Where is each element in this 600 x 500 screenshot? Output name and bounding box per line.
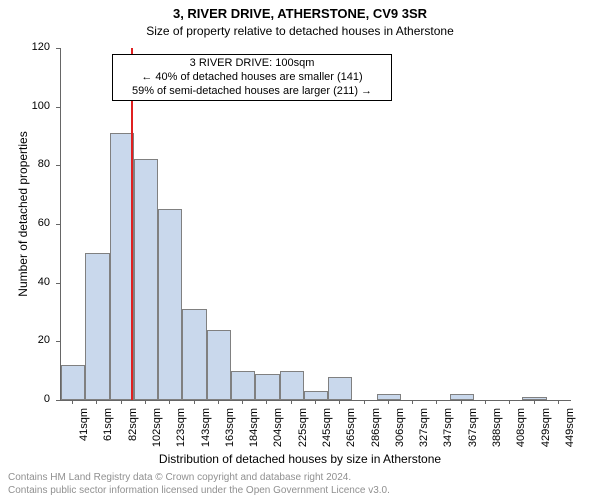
histogram-bar <box>61 365 85 400</box>
chart-title: 3, RIVER DRIVE, ATHERSTONE, CV9 3SR <box>0 6 600 21</box>
y-tick-label: 120 <box>0 41 50 53</box>
x-tick-mark <box>558 400 559 404</box>
y-tick-mark <box>56 341 60 342</box>
x-tick-label: 184sqm <box>248 408 260 458</box>
x-tick-label: 41sqm <box>78 408 90 458</box>
x-tick-label: 163sqm <box>224 408 236 458</box>
y-tick-mark <box>56 283 60 284</box>
x-tick-label: 347sqm <box>442 408 454 458</box>
histogram-bar <box>207 330 231 400</box>
chart-subtitle: Size of property relative to detached ho… <box>0 24 600 38</box>
y-tick-mark <box>56 107 60 108</box>
histogram-bar <box>280 371 304 400</box>
x-tick-mark <box>388 400 389 404</box>
x-tick-mark <box>291 400 292 404</box>
x-axis-label: Distribution of detached houses by size … <box>0 452 600 466</box>
y-tick-mark <box>56 165 60 166</box>
x-tick-mark <box>72 400 73 404</box>
x-tick-mark <box>145 400 146 404</box>
annotation-box: 3 RIVER DRIVE: 100sqm← 40% of detached h… <box>112 54 392 101</box>
x-tick-label: 102sqm <box>151 408 163 458</box>
histogram-bar <box>85 253 109 400</box>
x-tick-label: 225sqm <box>297 408 309 458</box>
annotation-line: 3 RIVER DRIVE: 100sqm <box>117 57 387 71</box>
x-tick-label: 449sqm <box>564 408 576 458</box>
x-tick-label: 286sqm <box>370 408 382 458</box>
x-tick-label: 204sqm <box>272 408 284 458</box>
x-tick-mark <box>461 400 462 404</box>
histogram-bar <box>231 371 255 400</box>
x-tick-label: 429sqm <box>540 408 552 458</box>
x-tick-mark <box>412 400 413 404</box>
x-tick-label: 82sqm <box>127 408 139 458</box>
y-tick-label: 20 <box>0 334 50 346</box>
x-tick-mark <box>242 400 243 404</box>
x-tick-label: 306sqm <box>394 408 406 458</box>
annotation-line: 59% of semi-detached houses are larger (… <box>117 85 387 99</box>
x-tick-label: 265sqm <box>345 408 357 458</box>
x-tick-mark <box>169 400 170 404</box>
histogram-bar <box>110 133 134 400</box>
x-tick-mark <box>218 400 219 404</box>
histogram-bar <box>450 394 474 400</box>
histogram-bar <box>377 394 401 400</box>
x-tick-label: 327sqm <box>418 408 430 458</box>
x-tick-mark <box>315 400 316 404</box>
x-tick-label: 245sqm <box>321 408 333 458</box>
x-tick-mark <box>266 400 267 404</box>
histogram-bar <box>255 374 279 400</box>
x-tick-label: 367sqm <box>467 408 479 458</box>
histogram-bar <box>182 309 206 400</box>
y-tick-label: 0 <box>0 393 50 405</box>
x-tick-mark <box>194 400 195 404</box>
x-tick-label: 143sqm <box>200 408 212 458</box>
y-tick-label: 100 <box>0 100 50 112</box>
y-tick-mark <box>56 224 60 225</box>
attribution-line: Contains HM Land Registry data © Crown c… <box>8 472 351 483</box>
histogram-bar <box>134 159 158 400</box>
histogram-bar <box>158 209 182 400</box>
x-tick-mark <box>534 400 535 404</box>
histogram-bar <box>522 397 546 400</box>
y-tick-mark <box>56 48 60 49</box>
annotation-line: ← 40% of detached houses are smaller (14… <box>117 71 387 85</box>
x-tick-label: 388sqm <box>491 408 503 458</box>
x-tick-mark <box>364 400 365 404</box>
x-tick-label: 408sqm <box>515 408 527 458</box>
x-tick-mark <box>485 400 486 404</box>
attribution-line: Contains public sector information licen… <box>8 485 390 496</box>
x-tick-mark <box>436 400 437 404</box>
histogram-bar <box>328 377 352 400</box>
x-tick-mark <box>96 400 97 404</box>
x-tick-mark <box>509 400 510 404</box>
y-axis-label: Number of detached properties <box>16 114 30 314</box>
x-tick-label: 123sqm <box>175 408 187 458</box>
y-tick-mark <box>56 400 60 401</box>
histogram-bar <box>304 391 328 400</box>
x-tick-label: 61sqm <box>102 408 114 458</box>
x-tick-mark <box>339 400 340 404</box>
x-tick-mark <box>121 400 122 404</box>
